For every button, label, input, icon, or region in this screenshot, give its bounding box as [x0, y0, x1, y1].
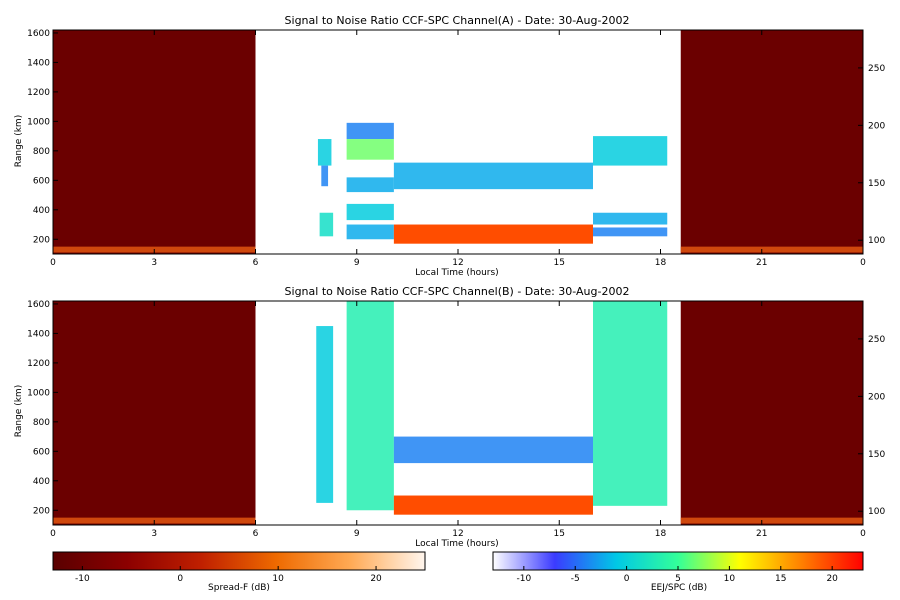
y-tick-label: 1600 — [27, 29, 50, 39]
panel-a-ylabel: Range (km) — [14, 115, 24, 167]
echo-region — [393, 436, 593, 464]
panel-channel-a: Signal to Noise Ratio CCF-SPC Channel(A)… — [14, 14, 885, 278]
echo-region — [593, 136, 668, 166]
colorbar-tick-label: 20 — [826, 574, 838, 584]
night-segment — [53, 30, 256, 254]
spreadf-colorbar-label: Spread-F (dB) — [208, 583, 270, 593]
x-tick-label: 6 — [253, 258, 259, 268]
x-tick-label: 21 — [756, 529, 767, 539]
panel-b-title: Signal to Noise Ratio CCF-SPC Channel(B)… — [285, 285, 630, 298]
y-tick-label: 1600 — [27, 300, 50, 310]
echo-region — [346, 224, 394, 240]
colorbar-tick-label: -5 — [571, 574, 580, 584]
panel-a-title: Signal to Noise Ratio CCF-SPC Channel(A)… — [285, 14, 630, 27]
right-tick-label: 150 — [868, 450, 885, 460]
echo-region — [593, 212, 668, 225]
echo-region — [393, 162, 593, 190]
x-tick-label: 15 — [554, 529, 565, 539]
x-tick-label: 0 — [860, 529, 866, 539]
right-tick-label: 250 — [868, 64, 885, 74]
y-tick-label: 1200 — [27, 359, 50, 369]
x-tick-label: 21 — [756, 258, 767, 268]
panel-a-plot-area: 0 3 6 9 12 15 18 21 0 200 400 600 800 1000 1200 1400 160… — [27, 29, 885, 268]
colorbar-tick-label: -10 — [75, 574, 90, 584]
panel-b-xlabel: Local Time (hours) — [415, 539, 498, 549]
y-tick-label: 600 — [33, 176, 50, 186]
right-tick-label: 100 — [868, 236, 885, 246]
echo-region — [321, 165, 329, 187]
echo-region — [346, 139, 394, 160]
right-tick-label: 200 — [868, 392, 885, 402]
colorbar-tick-label: 10 — [272, 574, 284, 584]
y-tick-label: 800 — [33, 418, 50, 428]
echo-region — [593, 301, 668, 506]
echo-region — [393, 495, 593, 515]
x-tick-label: 9 — [354, 529, 360, 539]
x-tick-label: 0 — [50, 258, 56, 268]
colorbar-tick-label: -10 — [516, 574, 531, 584]
echo-region — [317, 139, 332, 166]
colorbar-tick-label: 10 — [724, 574, 736, 584]
panel-b-plot-area: 0 3 6 9 12 15 18 21 0 200 400 600 800 1000 1200 1400 160… — [27, 300, 885, 539]
night-low-band — [680, 517, 863, 524]
echo-region — [319, 212, 334, 237]
panel-channel-b: Signal to Noise Ratio CCF-SPC Channel(B)… — [14, 285, 885, 549]
panel-a-xlabel: Local Time (hours) — [415, 268, 498, 278]
spreadf-colorbar: Spread-F (dB) -10 0 10 20 — [52, 551, 426, 593]
echo-region — [316, 326, 334, 503]
night-segment — [680, 301, 863, 525]
eej-colorbar: EEJ/SPC (dB) -10 -5 0 5 10 15 20 — [492, 551, 864, 593]
y-tick-label: 600 — [33, 447, 50, 457]
y-tick-label: 200 — [33, 506, 50, 516]
x-tick-label: 3 — [151, 529, 157, 539]
x-tick-label: 3 — [151, 258, 157, 268]
echo-region — [346, 203, 394, 221]
y-tick-label: 200 — [33, 235, 50, 245]
right-tick-label: 250 — [868, 335, 885, 345]
y-tick-label: 400 — [33, 477, 50, 487]
echo-region — [346, 122, 394, 140]
echo-region — [593, 227, 668, 237]
y-tick-label: 400 — [33, 206, 50, 216]
y-tick-label: 1400 — [27, 329, 50, 339]
x-tick-label: 6 — [253, 529, 259, 539]
right-tick-label: 100 — [868, 507, 885, 517]
eej-colorbar-label: EEJ/SPC (dB) — [651, 583, 707, 593]
y-tick-label: 1000 — [27, 388, 50, 398]
x-tick-label: 12 — [452, 529, 463, 539]
colorbar-tick-label: 0 — [624, 574, 630, 584]
echo-region — [346, 177, 394, 193]
colorbar-tick-label: 0 — [177, 574, 183, 584]
right-tick-label: 200 — [868, 121, 885, 131]
echo-region — [393, 224, 593, 244]
y-tick-label: 1400 — [27, 58, 50, 68]
colorbar-tick-label: 5 — [675, 574, 681, 584]
night-segment — [53, 301, 256, 525]
x-tick-label: 18 — [655, 529, 667, 539]
y-tick-label: 1000 — [27, 117, 50, 127]
panel-b-ylabel: Range (km) — [14, 385, 24, 437]
colorbar-tick-label: 15 — [775, 574, 786, 584]
x-tick-label: 9 — [354, 258, 360, 268]
y-tick-label: 800 — [33, 147, 50, 157]
x-tick-label: 18 — [655, 258, 667, 268]
x-tick-label: 0 — [860, 258, 866, 268]
night-low-band — [680, 246, 863, 253]
y-tick-label: 1200 — [27, 88, 50, 98]
right-tick-label: 150 — [868, 179, 885, 189]
x-tick-label: 0 — [50, 529, 56, 539]
night-segment — [680, 30, 863, 254]
colorbar-tick-label: 20 — [370, 574, 382, 584]
echo-region — [346, 301, 394, 511]
colorbar-swatch — [52, 551, 426, 571]
x-tick-label: 12 — [452, 258, 463, 268]
x-tick-label: 15 — [554, 258, 565, 268]
